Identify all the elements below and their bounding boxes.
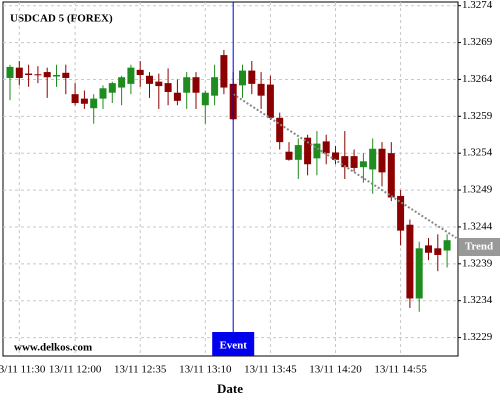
candle-body	[443, 240, 451, 251]
x-tick-label: 13/11 14:55	[374, 364, 427, 376]
candle-body	[99, 88, 107, 99]
candle-body	[266, 84, 274, 118]
candle-body	[434, 248, 442, 255]
candle-body	[25, 73, 33, 76]
candle-body	[341, 156, 349, 168]
y-tick-label: 1.3264	[462, 73, 493, 85]
candle-body	[62, 72, 70, 78]
trend-label: Trend	[465, 241, 493, 253]
candle-body	[220, 55, 228, 88]
candle-body	[15, 67, 23, 78]
y-tick-label: 1.3259	[462, 110, 493, 122]
candle-body	[53, 75, 60, 77]
x-tick-label: 13/11 12:35	[114, 364, 167, 376]
candle-body	[164, 83, 172, 92]
candle-body	[276, 117, 284, 143]
y-tick-label: 1.3244	[462, 220, 493, 232]
y-tick-label: 1.3254	[462, 147, 493, 159]
x-tick-label: 13/11 11:30	[0, 364, 46, 376]
candle-body	[248, 70, 256, 84]
candle-body	[146, 75, 153, 84]
candle-body	[183, 77, 191, 93]
candle-body	[425, 245, 432, 253]
candle-body	[43, 72, 51, 78]
candle-body	[6, 66, 14, 78]
x-axis-label: Date	[217, 381, 243, 396]
candle-body	[304, 137, 312, 165]
candle-body	[350, 156, 358, 168]
y-tick-label: 1.3234	[462, 294, 493, 306]
y-tick-label: 1.3274	[462, 0, 493, 11]
candle-body	[415, 248, 423, 299]
candle-body	[378, 148, 386, 173]
x-tick-label: 13/11 12:00	[49, 364, 102, 376]
candle-body	[285, 151, 293, 160]
candle-body	[80, 98, 88, 104]
candle-body	[211, 77, 219, 96]
candle-body	[127, 67, 135, 84]
watermark: www.delkos.com	[14, 342, 92, 354]
candle-body	[359, 161, 367, 168]
chart-title: USDCAD 5 (FOREX)	[10, 13, 113, 25]
x-tick-label: 13/11 13:10	[179, 364, 232, 376]
candle-body	[322, 141, 330, 154]
y-tick-label: 1.3229	[462, 331, 493, 343]
candle-body	[108, 83, 116, 93]
candle-body	[294, 145, 302, 160]
candle-body	[192, 77, 200, 93]
candle-body	[201, 92, 209, 106]
candle-body	[71, 94, 79, 104]
candle-body	[239, 70, 246, 86]
candle-body	[155, 81, 163, 87]
candle-body	[257, 83, 265, 96]
candle-body	[313, 143, 321, 159]
candle-body	[173, 92, 181, 101]
candle-body	[136, 69, 144, 76]
candle-body	[387, 153, 395, 198]
y-tick-label: 1.3239	[462, 257, 493, 269]
candle-body	[332, 152, 339, 160]
event-label: Event	[219, 340, 247, 352]
candle-body	[90, 98, 98, 109]
candle-body	[118, 77, 126, 88]
x-tick-label: 13/11 14:20	[309, 364, 362, 376]
y-tick-label: 1.3249	[462, 184, 493, 196]
y-tick-label: 1.3269	[462, 36, 493, 48]
candle-body	[397, 195, 405, 231]
x-tick-label: 13/11 13:45	[244, 364, 297, 376]
candle-body	[406, 224, 414, 299]
candle-body	[369, 148, 377, 170]
event-label-box	[212, 332, 255, 356]
trend-line	[232, 93, 457, 239]
trend-label-box	[459, 238, 500, 256]
candle-body	[34, 74, 42, 76]
